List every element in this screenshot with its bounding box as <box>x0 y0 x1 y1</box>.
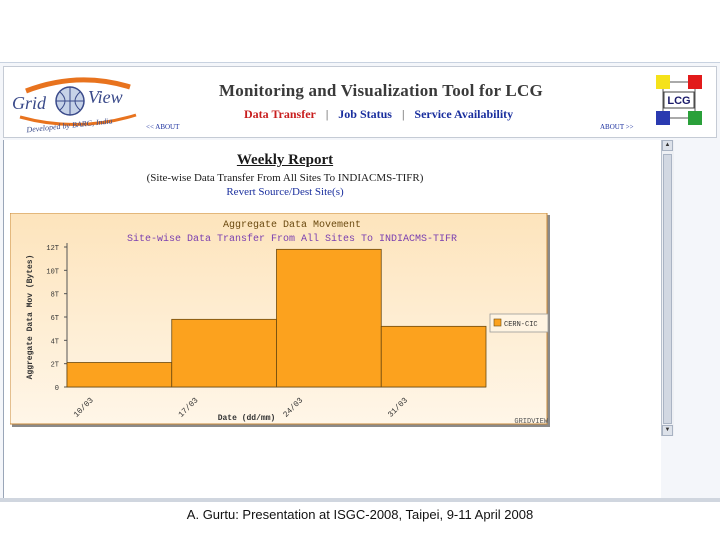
nav-job-status[interactable]: Job Status <box>338 107 392 121</box>
svg-text:Grid: Grid <box>12 93 47 113</box>
slide-caption: A. Gurtu: Presentation at ISGC-2008, Tai… <box>186 507 534 522</box>
y-axis-label: Aggregate Data Mov (Bytes) <box>26 255 35 380</box>
y-tick-label: 8T <box>51 292 59 300</box>
chart-bar <box>276 248 382 388</box>
chart-watermark: GRIDVIEW <box>514 418 548 426</box>
nav-separator: | <box>325 107 329 121</box>
y-tick-label: 6T <box>51 315 59 323</box>
svg-text:View: View <box>88 87 123 107</box>
lcg-logo-text: LCG <box>667 95 690 107</box>
chart-bar <box>66 362 173 388</box>
about-right-link[interactable]: ABOUT >> <box>600 123 634 131</box>
scroll-up-arrow-icon[interactable]: ▲ <box>662 140 673 151</box>
svg-text:Developed by BARC, India: Developed by BARC, India <box>25 116 113 133</box>
browser-bottom-bar <box>0 498 720 502</box>
gridview-logo: Grid View Developed by BARC, India <box>12 77 137 133</box>
revert-sites-link[interactable]: Revert Source/Dest Site(s) <box>226 186 344 198</box>
aggregate-data-chart: Aggregate Data Movement Site-wise Data Tr… <box>10 213 550 427</box>
nav-service-availability[interactable]: Service Availability <box>414 107 514 121</box>
y-tick-label: 4T <box>51 338 59 346</box>
main-nav: Data Transfer | Job Status | Service Availab… <box>244 107 513 122</box>
report-subtitle: (Site-wise Data Transfer From All Sites … <box>146 172 424 184</box>
x-axis-label: Date (dd/mm) <box>218 414 276 423</box>
y-tick-label: 0 <box>55 385 59 393</box>
chart-subtitle: Site-wise Data Transfer From All Sites T… <box>127 233 457 245</box>
nav-data-transfer[interactable]: Data Transfer <box>244 107 316 121</box>
legend-swatch <box>493 318 502 327</box>
scroll-down-arrow-icon[interactable]: ▼ <box>662 425 673 436</box>
chart-bar <box>171 318 277 388</box>
vertical-scrollbar[interactable]: ▲ ▼ <box>661 140 674 436</box>
app-header: Grid View Developed by BARC, India Monit… <box>3 66 717 138</box>
report-title: Weekly Report <box>236 152 334 168</box>
y-tick-label: 10T <box>46 268 59 276</box>
scroll-thumb[interactable] <box>663 154 672 424</box>
legend-label: CERN-CIC <box>504 321 538 329</box>
chart-bar <box>380 325 487 388</box>
about-left-link[interactable]: << ABOUT <box>146 123 180 131</box>
y-tick-label: 2T <box>51 362 59 370</box>
nav-separator: | <box>401 107 405 121</box>
lcg-logo: LCG <box>656 75 702 125</box>
legend-box <box>489 313 549 333</box>
app-title: Monitoring and Visualization Tool for LC… <box>219 81 543 100</box>
chart-title: Aggregate Data Movement <box>223 220 361 231</box>
y-tick-label: 12T <box>46 245 59 253</box>
